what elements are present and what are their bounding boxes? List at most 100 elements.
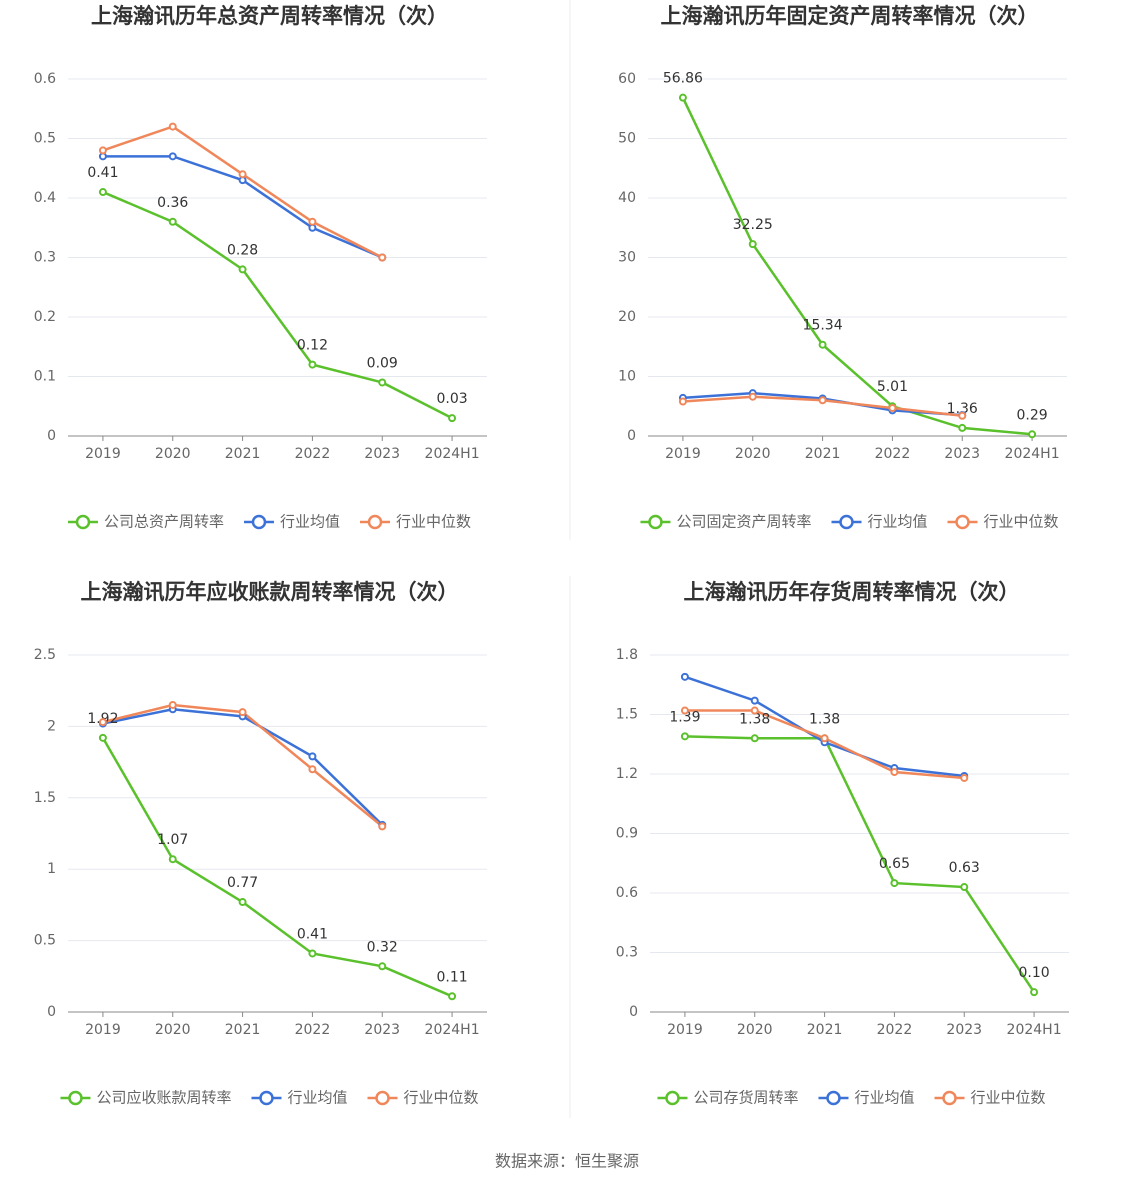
y-tick-label: 50 (618, 131, 636, 147)
y-tick-label: 1.8 (616, 647, 638, 663)
point (378, 253, 387, 262)
legend-icon (367, 514, 383, 530)
point (168, 217, 177, 226)
point (680, 672, 689, 681)
x-tick-label: 2024H1 (425, 1022, 480, 1038)
x-tick-label: 2020 (155, 1022, 191, 1038)
legend-label: 行业中位数 (396, 513, 471, 531)
legend-icon (942, 1090, 957, 1106)
point (750, 696, 759, 705)
data-label: 0.10 (1018, 965, 1049, 981)
chart-title: 上海瀚讯历年固定资产周转率情况（次） (661, 4, 1039, 28)
data-label: 1.38 (739, 711, 770, 727)
x-tick-label: 2022 (295, 1022, 331, 1038)
y-tick-label: 0.5 (34, 131, 56, 147)
legend-label: 公司总资产周转率 (104, 513, 224, 531)
legend-icon (68, 1090, 83, 1106)
source: 数据来源：恒生聚源 (495, 1152, 639, 1171)
data-label: 0.36 (157, 195, 188, 211)
data-label: 56.86 (663, 71, 703, 87)
series-line (681, 97, 1033, 436)
point (818, 396, 827, 405)
y-tick-label: 0 (47, 1004, 56, 1020)
y-tick-label: 2.5 (34, 647, 56, 663)
data-label: 0.28 (227, 242, 258, 258)
data-label: 1.39 (669, 709, 700, 725)
x-tick-label: 2024H1 (425, 446, 480, 462)
chart-title: 上海瀚讯历年应收账款周转率情况（次） (81, 580, 459, 604)
point (748, 240, 757, 249)
point (888, 404, 897, 413)
data-label: 15.34 (803, 318, 843, 334)
x-tick-label: 2019 (85, 1022, 121, 1038)
x-tick-label: 2021 (225, 1022, 261, 1038)
y-tick-label: 40 (618, 190, 636, 206)
point (680, 732, 689, 741)
data-label: 0.29 (1016, 407, 1047, 423)
y-tick-label: 0.3 (616, 945, 638, 961)
point (960, 883, 969, 892)
x-tick-label: 2022 (875, 446, 911, 462)
point (308, 765, 317, 774)
legend-icon (665, 1090, 680, 1106)
point (238, 898, 247, 907)
x-tick-label: 2022 (295, 446, 331, 462)
data-label: 0.32 (367, 939, 398, 955)
legend-label: 行业均值 (287, 1089, 347, 1107)
legend-label: 行业均值 (867, 513, 927, 531)
y-tick-label: 1.2 (616, 766, 638, 782)
legend: 公司应收账款周转率 行业均值 行业中位数 (60, 1089, 479, 1107)
data-label: 5.01 (877, 379, 908, 395)
point (308, 752, 317, 761)
point (680, 706, 689, 715)
x-tick-label: 2023 (364, 446, 400, 462)
x-tick-label: 2024H1 (1005, 446, 1060, 462)
x-tick-label: 2019 (85, 446, 121, 462)
data-label: 0.41 (87, 165, 118, 181)
legend: 公司存货周转率 行业均值 行业中位数 (657, 1089, 1046, 1107)
y-tick-label: 1.5 (616, 707, 638, 723)
legend-icon (826, 1090, 841, 1106)
point (308, 360, 317, 369)
y-tick-label: 60 (618, 71, 636, 87)
x-tick-label: 2020 (737, 1022, 773, 1038)
legend-label: 行业中位数 (404, 1089, 479, 1107)
point (958, 423, 967, 432)
data-label: 0.63 (949, 860, 980, 876)
point (958, 411, 967, 420)
y-tick-label: 20 (618, 309, 636, 325)
point (378, 822, 387, 831)
legend-label: 行业中位数 (984, 513, 1059, 531)
point (678, 397, 687, 406)
data-label: 0.09 (367, 355, 398, 371)
data-label: 0.41 (297, 926, 328, 942)
y-tick-label: 10 (618, 369, 636, 385)
series-line (101, 737, 453, 998)
point (448, 992, 457, 1001)
y-tick-label: 0.3 (34, 250, 56, 266)
y-tick-label: 0.2 (34, 309, 56, 325)
legend-icon (839, 514, 854, 530)
y-tick-label: 0.9 (616, 826, 638, 842)
point (448, 414, 457, 423)
x-tick-label: 2019 (665, 446, 701, 462)
legend-icon (955, 514, 970, 530)
point (98, 718, 107, 727)
x-tick-label: 2019 (667, 1022, 703, 1038)
y-tick-label: 30 (618, 250, 636, 266)
legend-icon (259, 1090, 274, 1106)
legend-label: 公司应收账款周转率 (96, 1089, 231, 1107)
data-label: 0.77 (227, 875, 258, 891)
point (960, 773, 969, 782)
legend: 公司固定资产周转率 行业均值 行业中位数 (640, 513, 1059, 531)
point (238, 170, 247, 179)
y-tick-label: 0.6 (616, 885, 638, 901)
data-label: 0.12 (297, 338, 328, 354)
y-tick-label: 0 (629, 1004, 638, 1020)
y-tick-label: 0.5 (34, 933, 56, 949)
point (818, 340, 827, 349)
point (308, 949, 317, 958)
point (308, 217, 317, 226)
series-line (102, 125, 383, 259)
